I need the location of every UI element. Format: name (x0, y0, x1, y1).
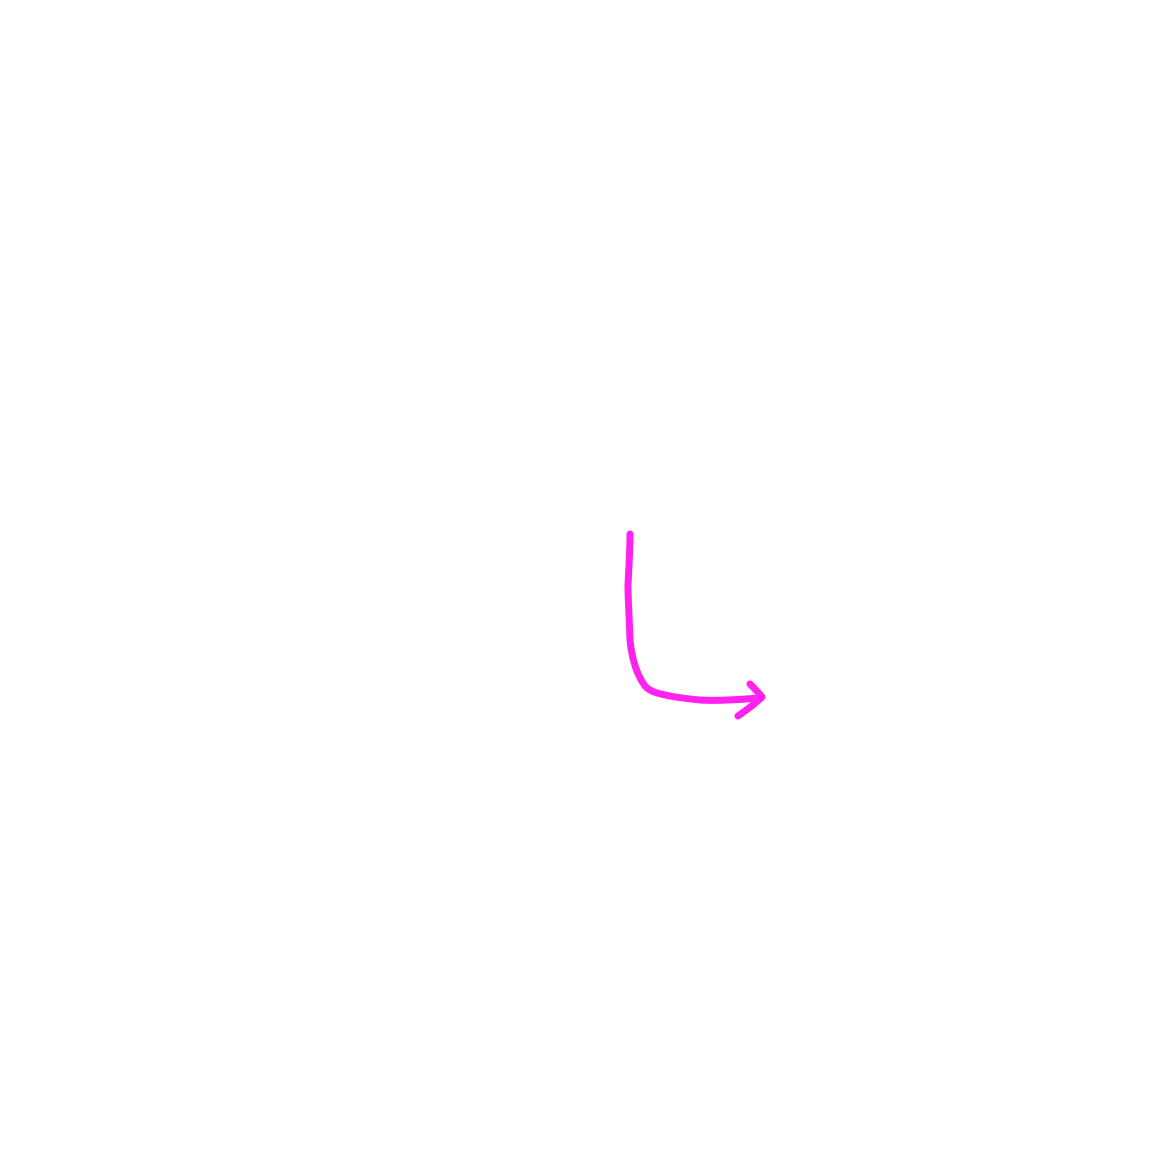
arrow-shaft-stroke (624, 530, 764, 704)
arrow-head-stroke (734, 680, 766, 720)
